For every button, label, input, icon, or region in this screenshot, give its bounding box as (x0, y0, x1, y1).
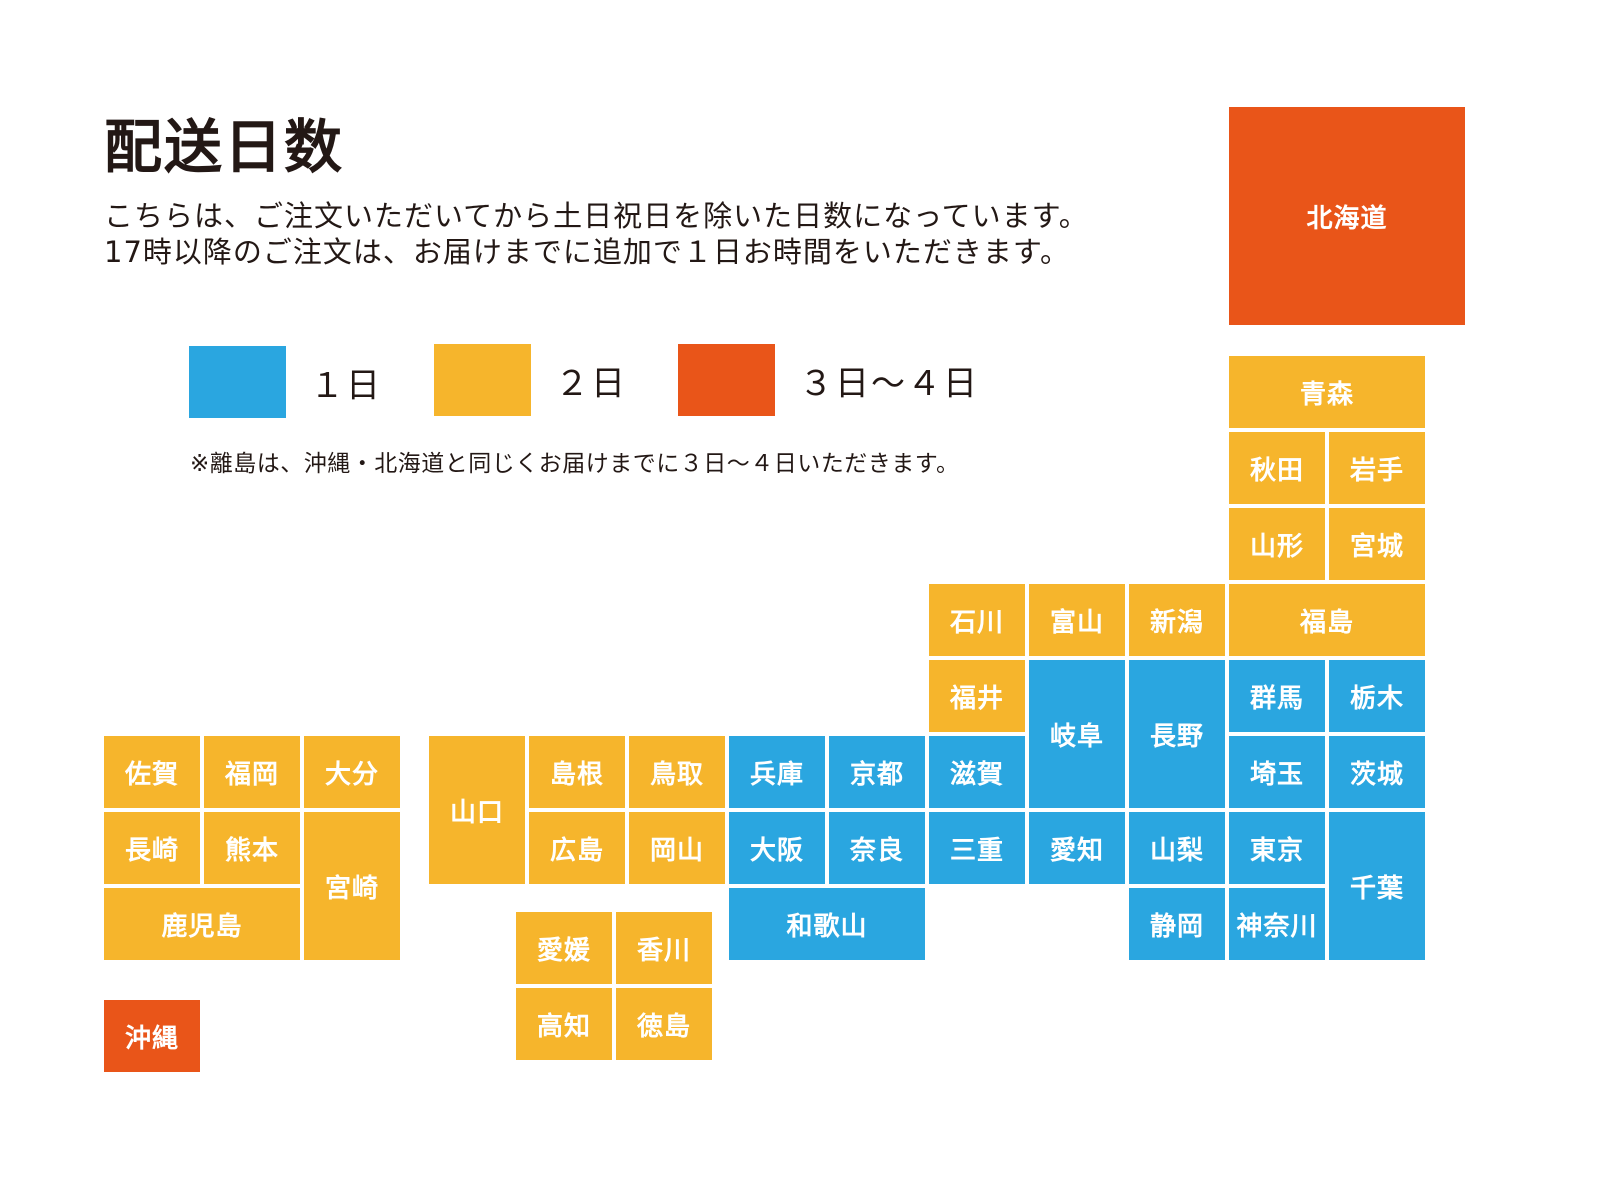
prefecture-ibaraki: 茨城 (1329, 736, 1425, 808)
legend-item-2day: ２日 (434, 344, 627, 416)
prefecture-niigata: 新潟 (1129, 584, 1225, 656)
legend-label-2day: ２日 (555, 363, 627, 404)
prefecture-miyazaki: 宮崎 (304, 812, 400, 960)
prefecture-iwate: 岩手 (1329, 432, 1425, 504)
prefecture-okinawa: 沖縄 (104, 1000, 200, 1072)
prefecture-gunma: 群馬 (1229, 660, 1325, 732)
prefecture-tottori: 鳥取 (629, 736, 725, 808)
description-line-1: こちらは、ご注文いただいてから土日祝日を除いた日数になっています。 (104, 199, 1089, 233)
prefecture-akita: 秋田 (1229, 432, 1325, 504)
prefecture-nara: 奈良 (829, 812, 925, 884)
prefecture-wakayama: 和歌山 (729, 888, 925, 960)
prefecture-ishikawa: 石川 (929, 584, 1025, 656)
prefecture-yamanashi: 山梨 (1129, 812, 1225, 884)
prefecture-shizuoka: 静岡 (1129, 888, 1225, 960)
prefecture-chiba: 千葉 (1329, 812, 1425, 960)
prefecture-toyama: 富山 (1029, 584, 1125, 656)
prefecture-tochigi: 栃木 (1329, 660, 1425, 732)
legend-label-3-4day: ３日〜４日 (799, 363, 979, 404)
prefecture-aomori: 青森 (1229, 356, 1425, 428)
legend-item-1day: １日 (189, 346, 382, 418)
prefecture-hokkaido: 北海道 (1229, 107, 1465, 325)
prefecture-nagano: 長野 (1129, 660, 1225, 808)
legend-swatch-3-4day (678, 344, 775, 416)
prefecture-fukuoka: 福岡 (204, 736, 300, 808)
prefecture-yamaguchi: 山口 (429, 736, 525, 884)
prefecture-fukui: 福井 (929, 660, 1025, 732)
prefecture-shimane: 島根 (529, 736, 625, 808)
prefecture-nagasaki: 長崎 (104, 812, 200, 884)
prefecture-saitama: 埼玉 (1229, 736, 1325, 808)
prefecture-kyoto: 京都 (829, 736, 925, 808)
description: こちらは、ご注文いただいてから土日祝日を除いた日数になっています。 17時以降の… (104, 198, 1089, 270)
description-line-2: 17時以降のご注文は、お届けまでに追加で１日お時間をいただきます。 (104, 235, 1071, 269)
prefecture-oita: 大分 (304, 736, 400, 808)
remote-islands-note: ※離島は、沖縄・北海道と同じくお届けまでに３日〜４日いただきます。 (190, 451, 960, 477)
prefecture-mie: 三重 (929, 812, 1025, 884)
prefecture-kanagawa: 神奈川 (1229, 888, 1325, 960)
prefecture-saga: 佐賀 (104, 736, 200, 808)
legend-item-3-4day: ３日〜４日 (678, 344, 979, 416)
prefecture-okayama: 岡山 (629, 812, 725, 884)
page-title: 配送日数 (104, 113, 345, 181)
legend-swatch-1day (189, 346, 286, 418)
prefecture-osaka: 大阪 (729, 812, 825, 884)
prefecture-fukushima: 福島 (1229, 584, 1425, 656)
legend-label-1day: １日 (310, 365, 382, 406)
prefecture-gifu: 岐阜 (1029, 660, 1125, 808)
prefecture-shiga: 滋賀 (929, 736, 1025, 808)
prefecture-hyogo: 兵庫 (729, 736, 825, 808)
legend-swatch-2day (434, 344, 531, 416)
prefecture-kochi: 高知 (516, 988, 612, 1060)
prefecture-aichi: 愛知 (1029, 812, 1125, 884)
prefecture-tokushima: 徳島 (616, 988, 712, 1060)
prefecture-miyagi: 宮城 (1329, 508, 1425, 580)
prefecture-kagoshima: 鹿児島 (104, 888, 300, 960)
prefecture-kumamoto: 熊本 (204, 812, 300, 884)
prefecture-yamagata: 山形 (1229, 508, 1325, 580)
prefecture-kagawa: 香川 (616, 912, 712, 984)
prefecture-tokyo: 東京 (1229, 812, 1325, 884)
prefecture-ehime: 愛媛 (516, 912, 612, 984)
prefecture-hiroshima: 広島 (529, 812, 625, 884)
